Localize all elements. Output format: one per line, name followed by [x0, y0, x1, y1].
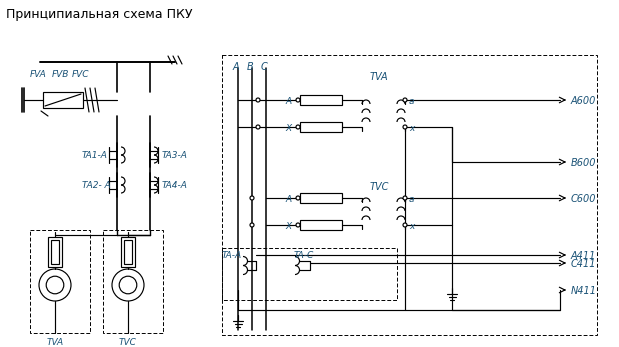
Text: X: X [285, 221, 291, 230]
Bar [300, 220, 342, 230]
Bar [124, 240, 132, 264]
Bar [48, 237, 62, 267]
Bar [300, 193, 342, 203]
Text: TVA: TVA [370, 72, 389, 82]
Text: TVC: TVC [370, 182, 389, 192]
Text: x: x [409, 221, 414, 230]
Text: TVC: TVC [119, 338, 137, 347]
Text: TVA: TVA [46, 338, 64, 347]
Circle shape [256, 98, 260, 102]
Text: C600: C600 [571, 194, 597, 204]
Text: TA1-A: TA1-A [82, 151, 108, 160]
Circle shape [403, 223, 407, 227]
Bar [51, 240, 59, 264]
Bar [121, 237, 135, 267]
Text: N411: N411 [571, 286, 597, 296]
Text: Принципиальная схема ПКУ: Принципиальная схема ПКУ [6, 8, 193, 21]
Text: FVA: FVA [30, 70, 47, 79]
Bar [222, 55, 597, 335]
Text: A411: A411 [571, 251, 596, 261]
Circle shape [403, 125, 407, 129]
Bar [103, 230, 163, 333]
Circle shape [403, 98, 407, 102]
Circle shape [296, 196, 300, 200]
Circle shape [403, 196, 407, 200]
Circle shape [256, 125, 260, 129]
Circle shape [296, 98, 300, 102]
Text: C411: C411 [571, 259, 597, 269]
Text: TA4-A: TA4-A [162, 180, 188, 189]
Text: TA-C: TA-C [294, 251, 314, 260]
Text: A600: A600 [571, 96, 596, 106]
Bar [30, 230, 90, 333]
Text: C: C [261, 62, 268, 72]
Bar [222, 248, 397, 300]
Text: FVC: FVC [72, 70, 90, 79]
Text: A: A [233, 62, 240, 72]
Text: FVB: FVB [52, 70, 69, 79]
Text: a: a [409, 195, 415, 203]
Circle shape [250, 196, 254, 200]
Text: x: x [409, 124, 414, 133]
Text: A: A [285, 195, 291, 203]
Circle shape [250, 223, 254, 227]
Text: a: a [409, 96, 415, 105]
Bar [300, 95, 342, 105]
Text: A: A [285, 96, 291, 105]
Text: X: X [285, 124, 291, 133]
Text: TA-A: TA-A [222, 251, 242, 260]
Circle shape [296, 125, 300, 129]
Bar [43, 92, 83, 108]
Text: B600: B600 [571, 158, 597, 168]
Circle shape [296, 223, 300, 227]
Text: TA3-A: TA3-A [162, 151, 188, 160]
Bar [300, 122, 342, 132]
Text: TA2- A: TA2- A [82, 180, 111, 189]
Text: B: B [247, 62, 254, 72]
